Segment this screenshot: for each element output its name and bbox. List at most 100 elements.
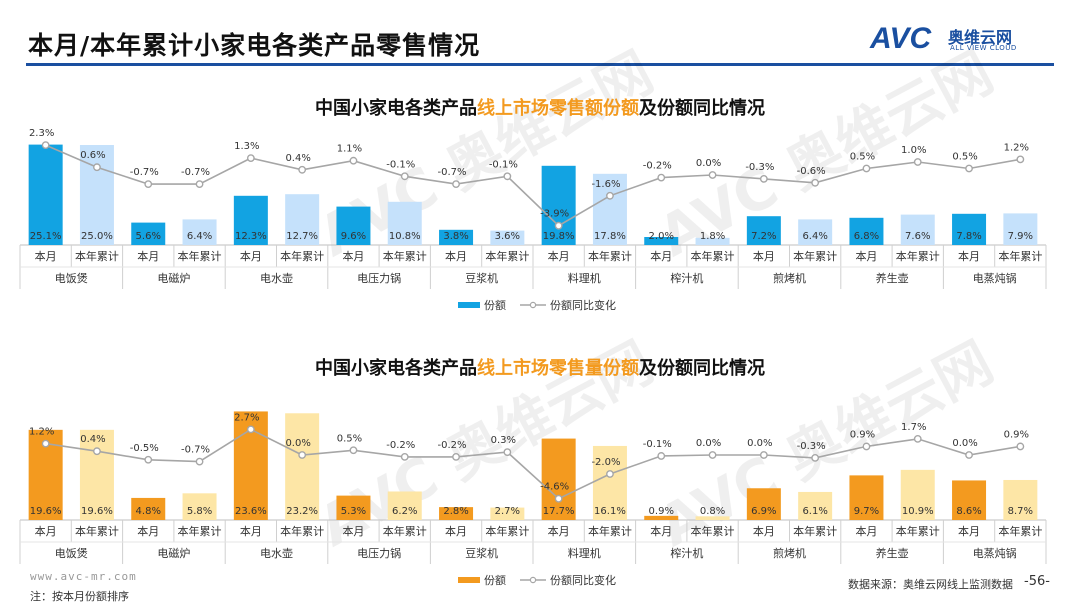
logo-text: AVC bbox=[870, 22, 932, 55]
yoy-value-label: -0.1% bbox=[643, 439, 672, 450]
yoy-value-label: -0.7% bbox=[438, 167, 467, 178]
bar-value-label: 19.6% bbox=[30, 506, 62, 517]
bar-value-label: 3.8% bbox=[443, 231, 468, 242]
bar-value-label: 19.8% bbox=[543, 231, 575, 242]
sub-category-label: 本年累计 bbox=[280, 524, 324, 538]
bar bbox=[387, 491, 422, 520]
sub-category-label: 本月 bbox=[753, 524, 775, 538]
bar bbox=[746, 216, 781, 245]
yoy-value-label: 1.0% bbox=[901, 145, 926, 156]
group-label: 煎烤机 bbox=[773, 546, 806, 560]
bar-value-label: 5.8% bbox=[187, 506, 212, 517]
chart-2-title-suffix: 及份额同比情况 bbox=[639, 358, 765, 379]
chart-2-title-highlight: 线上市场零售量份额 bbox=[477, 358, 639, 379]
bar bbox=[1003, 213, 1038, 245]
footer-note: 注：按本月份额排序 bbox=[30, 590, 129, 603]
sub-category-label: 本月 bbox=[855, 524, 877, 538]
group-label: 电压力锅 bbox=[357, 272, 401, 285]
logo-cn: 奥维云网 bbox=[948, 28, 1013, 47]
bar bbox=[1003, 479, 1038, 520]
yoy-point bbox=[452, 180, 460, 189]
sub-category-label: 本月 bbox=[958, 524, 980, 538]
sub-category-label: 本年累计 bbox=[998, 249, 1042, 263]
yoy-point bbox=[606, 191, 614, 200]
bar bbox=[131, 222, 166, 245]
bar bbox=[592, 445, 627, 520]
yoy-point bbox=[1016, 442, 1025, 451]
sub-category-label: 本年累计 bbox=[75, 524, 119, 538]
yoy-point bbox=[195, 457, 204, 466]
yoy-point bbox=[606, 470, 614, 478]
bar-value-label: 7.2% bbox=[751, 231, 776, 242]
bar bbox=[644, 515, 679, 520]
group-label: 电水壶 bbox=[260, 271, 293, 285]
yoy-value-label: -0.2% bbox=[438, 440, 467, 451]
yoy-value-label: -2.0% bbox=[591, 457, 620, 468]
sub-category-label: 本月 bbox=[855, 249, 877, 263]
yoy-point bbox=[657, 173, 666, 182]
bar-value-label: 17.7% bbox=[543, 506, 575, 517]
legend-label-bar: 份额 bbox=[484, 299, 506, 312]
bar-value-label: 0.8% bbox=[700, 506, 725, 517]
bar-value-label: 6.1% bbox=[802, 506, 827, 517]
site-url: www.avc-mr.com bbox=[30, 570, 137, 583]
chart-1-title: 中国小家电各类产品线上市场零售额份额及份额同比情况 bbox=[0, 94, 1080, 120]
bar-value-label: 10.8% bbox=[389, 231, 421, 242]
yoy-point bbox=[657, 452, 666, 460]
bar bbox=[79, 429, 114, 520]
sub-category-label: 本月 bbox=[35, 524, 57, 538]
yoy-value-label: -0.2% bbox=[386, 440, 415, 451]
sub-category-label: 本年累计 bbox=[793, 524, 837, 538]
yoy-line bbox=[45, 144, 1021, 227]
group-label: 电压力锅 bbox=[357, 547, 401, 560]
bar-value-label: 12.3% bbox=[235, 231, 267, 242]
yoy-value-label: 0.9% bbox=[850, 429, 875, 440]
bar-value-label: 7.8% bbox=[956, 231, 981, 242]
bar-value-label: 5.3% bbox=[341, 506, 366, 517]
sub-category-label: 本年累计 bbox=[485, 524, 529, 538]
yoy-point bbox=[811, 178, 820, 187]
bar bbox=[336, 495, 371, 520]
yoy-line bbox=[45, 428, 1021, 500]
bar bbox=[285, 194, 320, 245]
bar bbox=[695, 237, 730, 245]
legend-swatch-point bbox=[529, 301, 537, 309]
bar bbox=[285, 413, 320, 520]
yoy-value-label: 2.3% bbox=[29, 128, 54, 139]
yoy-value-label: 0.9% bbox=[1004, 429, 1029, 440]
legend-label-line: 份额同比变化 bbox=[550, 298, 616, 312]
yoy-value-label: 0.5% bbox=[337, 433, 362, 444]
chart-1-title-suffix: 及份额同比情况 bbox=[639, 98, 765, 119]
bar-value-label: 19.6% bbox=[81, 506, 113, 517]
yoy-point bbox=[93, 447, 101, 456]
legend-label-bar: 份额 bbox=[484, 574, 506, 587]
bar bbox=[490, 507, 525, 520]
bar-value-label: 3.6% bbox=[495, 231, 520, 242]
bar-value-label: 5.6% bbox=[136, 231, 161, 242]
sub-category-label: 本年累计 bbox=[691, 524, 735, 538]
group-label: 电饭煲 bbox=[55, 547, 88, 560]
yoy-value-label: 0.0% bbox=[696, 158, 721, 169]
yoy-value-label: 0.0% bbox=[952, 438, 977, 449]
bar-value-label: 8.6% bbox=[956, 506, 981, 517]
bar bbox=[336, 206, 371, 245]
sub-category-label: 本年累计 bbox=[998, 524, 1042, 538]
sub-category-label: 本年累计 bbox=[588, 524, 632, 538]
yoy-value-label: -1.6% bbox=[591, 179, 620, 190]
yoy-value-label: 1.2% bbox=[1004, 142, 1029, 153]
group-label: 榨汁机 bbox=[670, 546, 703, 560]
yoy-value-label: -0.3% bbox=[745, 162, 774, 173]
group-label: 电饭煲 bbox=[55, 272, 88, 285]
bar-value-label: 25.1% bbox=[30, 231, 62, 242]
group-label: 电水壶 bbox=[260, 546, 293, 560]
sub-category-label: 本月 bbox=[548, 524, 570, 538]
legend-swatch-point bbox=[529, 576, 537, 584]
bar-value-label: 16.1% bbox=[594, 506, 626, 517]
group-label: 电蒸炖锅 bbox=[973, 272, 1017, 285]
bar bbox=[131, 497, 166, 520]
yoy-point bbox=[554, 494, 563, 503]
sub-category-label: 本年累计 bbox=[485, 249, 529, 263]
yoy-value-label: 0.6% bbox=[80, 150, 105, 161]
bar-value-label: 6.4% bbox=[187, 231, 212, 242]
